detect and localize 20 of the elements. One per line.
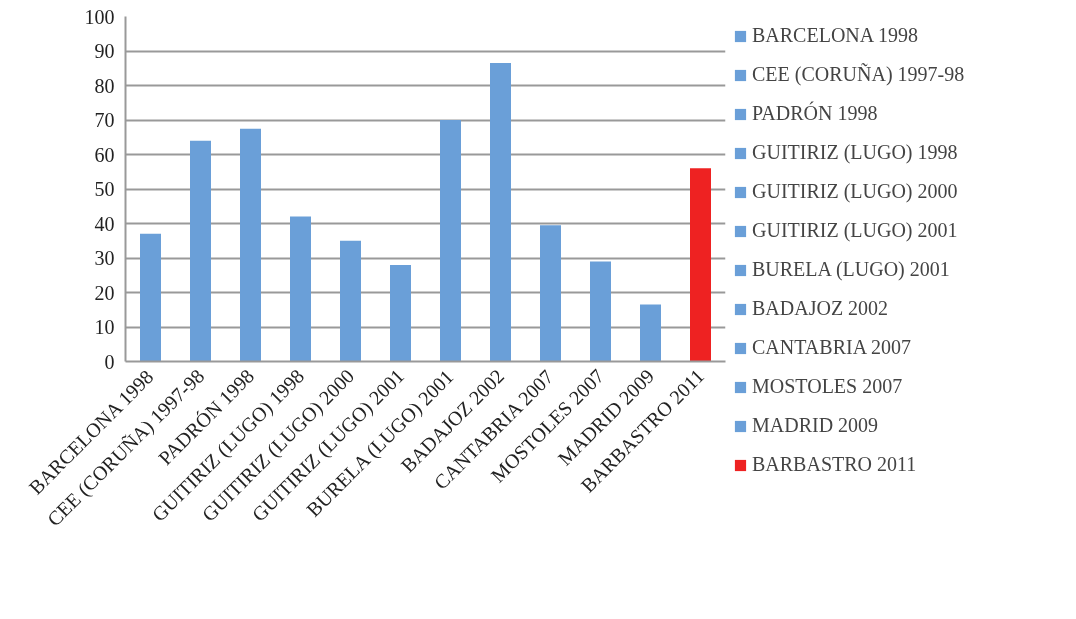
y-tick-label: 10 <box>94 316 115 338</box>
legend-label: CANTABRIA 2007 <box>752 336 911 359</box>
y-tick-label: 40 <box>94 212 115 235</box>
legend-label: BARCELONA 1998 <box>752 24 919 47</box>
y-tick-label: 30 <box>94 247 115 269</box>
y-tick-label: 100 <box>84 5 115 28</box>
legend-label: GUITIRIZ (LUGO) 1998 <box>752 141 958 164</box>
y-tick-label: 50 <box>94 178 115 200</box>
legend-label: GUITIRIZ (LUGO) 2000 <box>752 180 958 203</box>
y-tick-label: 0 <box>104 350 115 373</box>
legend-label: PADRÓN 1998 <box>752 102 878 125</box>
legend-label: CEE (CORUÑA) 1997-98 <box>752 63 965 86</box>
y-tick-label: 90 <box>94 40 115 62</box>
y-tick-label: 60 <box>94 143 115 166</box>
legend-label: BADAJOZ 2002 <box>752 297 889 320</box>
y-tick-label: 20 <box>94 281 115 304</box>
y-tick-label: 70 <box>94 109 115 131</box>
y-tick-label: 80 <box>94 74 115 97</box>
legend-label: BURELA (LUGO) 2001 <box>752 258 950 281</box>
legend-label: GUITIRIZ (LUGO) 2001 <box>752 219 958 242</box>
